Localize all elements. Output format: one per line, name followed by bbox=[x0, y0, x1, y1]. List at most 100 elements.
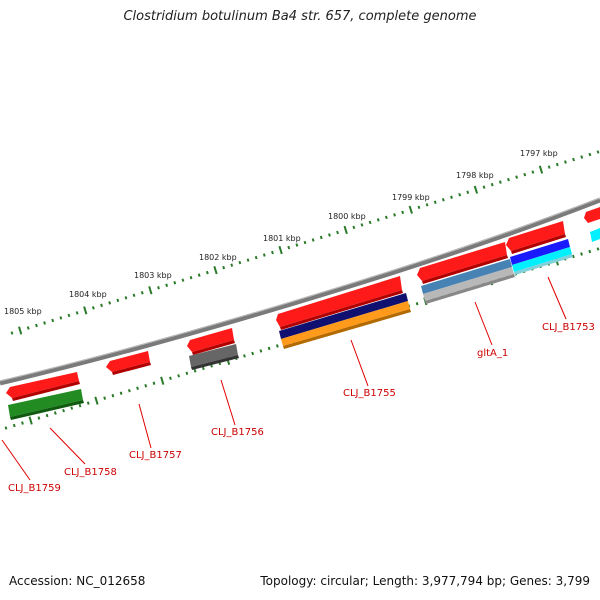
minor-tick bbox=[116, 298, 120, 303]
minor-tick bbox=[433, 200, 437, 204]
feature-glta-1[interactable] bbox=[417, 242, 515, 304]
minor-tick bbox=[328, 233, 331, 237]
scale-label-1800: 1800 kbp bbox=[328, 212, 366, 221]
scale-label-1802: 1802 kbp bbox=[199, 253, 237, 262]
gene-bar-blue bbox=[510, 239, 570, 265]
minor-tick bbox=[596, 247, 600, 251]
cds-shade bbox=[511, 234, 566, 254]
scale-label-1801: 1801 kbp bbox=[263, 234, 301, 243]
minor-tick bbox=[596, 150, 600, 154]
minor-tick bbox=[564, 160, 567, 164]
minor-tick bbox=[246, 258, 250, 262]
connector-clj-b1753 bbox=[547, 276, 567, 320]
minor-tick bbox=[157, 286, 160, 290]
connector-clj-b1756 bbox=[220, 379, 236, 426]
minor-tick bbox=[450, 195, 453, 199]
minor-tick bbox=[173, 281, 177, 285]
feature-clj-b1756[interactable] bbox=[187, 328, 239, 370]
major-tick bbox=[408, 205, 413, 214]
major-tick bbox=[148, 286, 153, 295]
minor-tick bbox=[360, 223, 364, 227]
minor-tick bbox=[75, 311, 79, 315]
minor-tick bbox=[140, 291, 144, 295]
minor-tick bbox=[319, 235, 323, 240]
minor-tick bbox=[189, 275, 193, 280]
minor-tick bbox=[415, 302, 419, 306]
minor-tick bbox=[108, 301, 112, 305]
minor-tick bbox=[572, 157, 575, 162]
feature-clj-b1755[interactable] bbox=[276, 276, 411, 349]
gene-bar-blue bbox=[279, 293, 408, 339]
gene-label-clj-b1757: CLJ_B1757 bbox=[129, 450, 182, 461]
minor-tick bbox=[303, 240, 307, 245]
minor-tick bbox=[124, 296, 128, 300]
minor-tick bbox=[254, 255, 258, 260]
minor-tick bbox=[144, 384, 148, 388]
minor-tick bbox=[86, 401, 90, 405]
minor-tick bbox=[201, 366, 205, 371]
gene-bar bbox=[8, 389, 83, 417]
minor-tick bbox=[35, 323, 38, 328]
minor-tick bbox=[458, 193, 462, 197]
accession-text: Accession: NC_012658 bbox=[9, 574, 146, 588]
cds-arrow bbox=[276, 276, 402, 327]
feature-partial-edge[interactable] bbox=[584, 207, 600, 242]
minor-tick bbox=[243, 354, 246, 358]
minor-tick bbox=[376, 218, 380, 222]
minor-tick bbox=[185, 371, 189, 375]
cds-arrow bbox=[106, 351, 150, 372]
major-tick bbox=[83, 306, 88, 315]
feature-clj-b1757[interactable] bbox=[106, 351, 151, 375]
minor-tick bbox=[588, 152, 592, 157]
genome-summary-text: Topology: circular; Length: 3,977,794 bp… bbox=[260, 574, 590, 588]
major-tick bbox=[278, 245, 283, 255]
minor-tick bbox=[352, 225, 356, 230]
minor-tick bbox=[111, 393, 115, 398]
cds-shade bbox=[422, 255, 508, 284]
minor-tick bbox=[555, 162, 559, 167]
gene-bar-steelblue bbox=[421, 259, 512, 294]
minor-tick bbox=[59, 316, 63, 320]
minor-tick bbox=[181, 278, 185, 282]
gene-bar-gray bbox=[423, 267, 514, 301]
minor-tick bbox=[425, 203, 429, 207]
outer-scale-ticks bbox=[10, 150, 600, 335]
gene-bar bbox=[189, 344, 238, 367]
minor-tick bbox=[393, 213, 396, 217]
minor-tick bbox=[251, 351, 255, 356]
minor-tick bbox=[70, 406, 74, 410]
gene-label-clj-b1753: CLJ_B1753 bbox=[542, 322, 595, 333]
minor-tick bbox=[515, 175, 519, 179]
minor-tick bbox=[336, 230, 339, 235]
minor-tick bbox=[271, 250, 274, 255]
gene-bar-cyan-shade bbox=[514, 254, 573, 275]
cds-arrow bbox=[584, 207, 600, 223]
genome-backbone bbox=[0, 197, 600, 386]
scale-label-1803: 1803 kbp bbox=[134, 271, 172, 280]
connector-clj-b1755 bbox=[350, 339, 369, 387]
feature-clj-b1759[interactable] bbox=[6, 372, 84, 420]
minor-tick bbox=[53, 411, 57, 415]
connector-clj-b1757 bbox=[138, 403, 152, 449]
minor-tick bbox=[287, 245, 291, 250]
major-tick bbox=[343, 225, 348, 235]
gene-bar-cyan bbox=[590, 228, 600, 242]
minor-tick bbox=[127, 388, 131, 393]
minor-tick bbox=[51, 318, 55, 323]
minor-tick bbox=[547, 165, 551, 169]
gene-bar-shade bbox=[10, 400, 84, 420]
minor-tick bbox=[262, 253, 266, 257]
minor-tick bbox=[100, 303, 103, 308]
minor-tick bbox=[43, 321, 46, 325]
minor-tick bbox=[21, 421, 24, 425]
cds-shade bbox=[12, 381, 80, 401]
minor-tick bbox=[205, 270, 209, 275]
scale-label-1805: 1805 kbp bbox=[4, 307, 42, 316]
minor-tick bbox=[78, 403, 82, 408]
feature-clj-b1753[interactable] bbox=[506, 221, 573, 275]
scale-label-1804: 1804 kbp bbox=[69, 290, 107, 299]
minor-tick bbox=[580, 155, 584, 159]
cds-shade bbox=[112, 362, 151, 375]
gene-bar-shade bbox=[191, 355, 239, 370]
cds-arrow bbox=[6, 372, 79, 398]
